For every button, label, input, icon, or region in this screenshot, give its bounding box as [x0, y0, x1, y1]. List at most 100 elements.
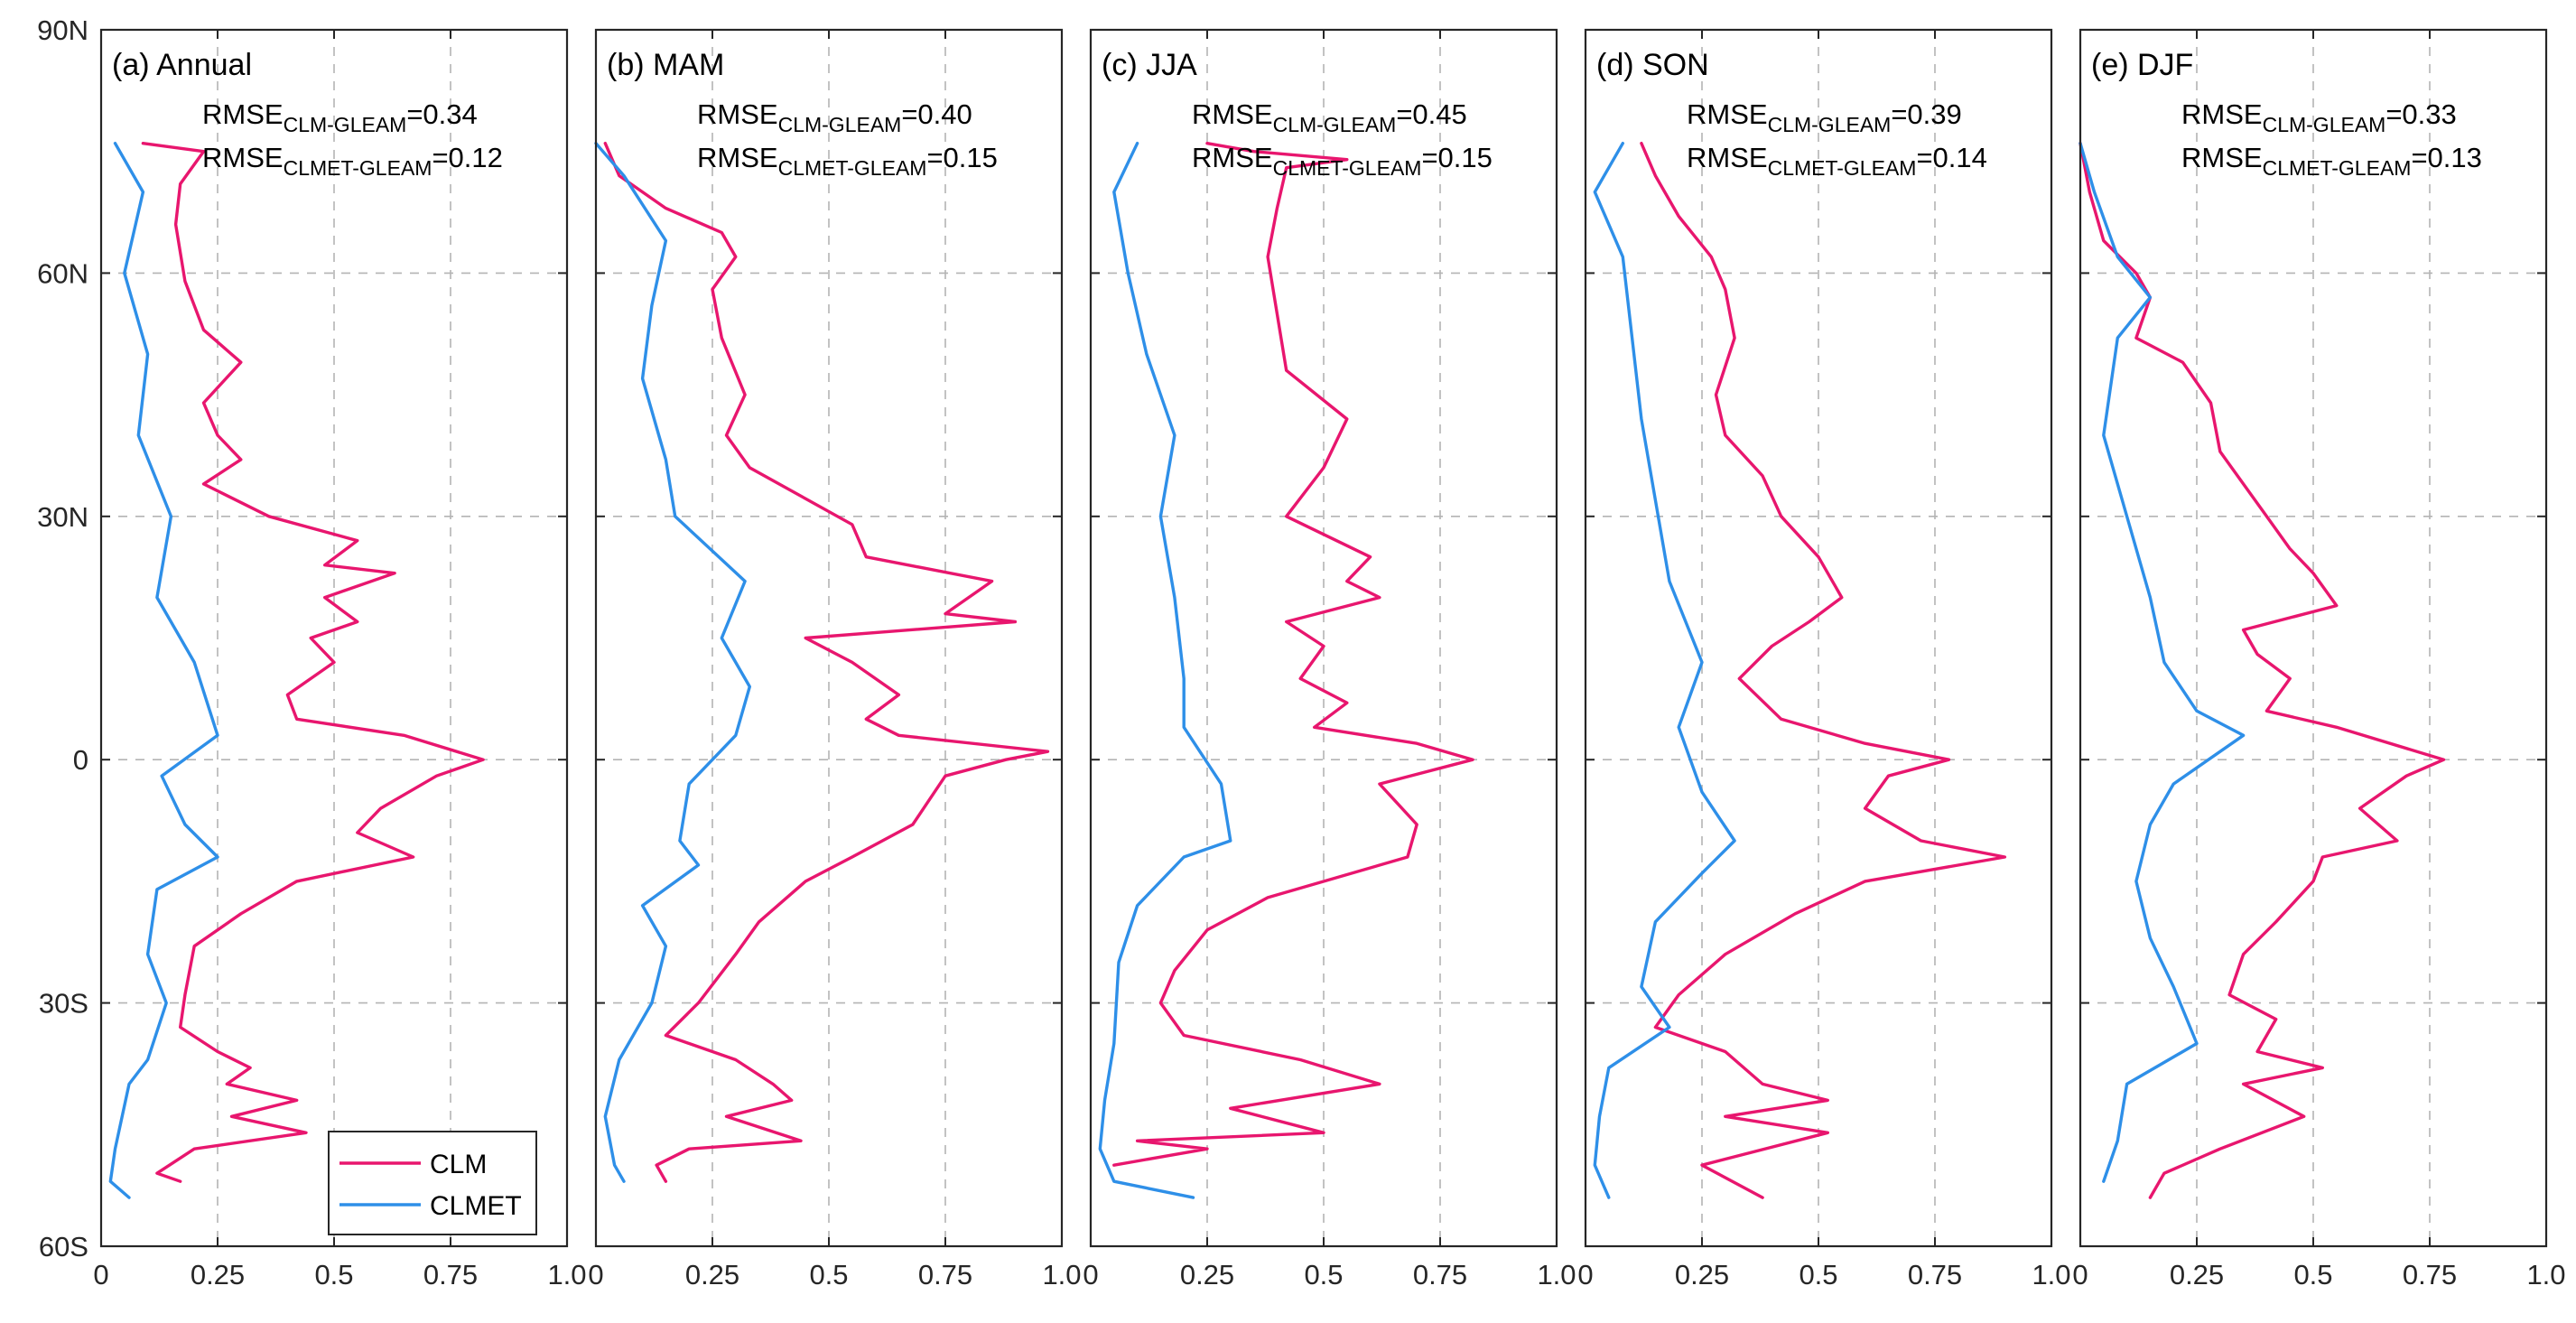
panel-label: (e) DJF [2091, 48, 2193, 82]
rmse-prefix: RMSE [2181, 98, 2263, 130]
rmse-subscript: CLMET-GLEAM [778, 156, 927, 180]
rmse-prefix: RMSE [697, 142, 778, 173]
legend-box [328, 1131, 537, 1235]
series-line-clm [1112, 142, 1474, 1167]
x-tick-label: 0.75 [1908, 1259, 1962, 1290]
rmse-annotation: RMSECLM-GLEAM=0.40 [697, 98, 972, 136]
rmse-prefix: RMSE [697, 98, 778, 130]
x-tick-label: 0 [1083, 1259, 1098, 1290]
rmse-prefix: RMSE [2181, 142, 2263, 173]
x-tick-label: 0.75 [423, 1259, 478, 1290]
panel-label: (c) JJA [1102, 48, 1197, 82]
x-tick-label: 1.0 [1042, 1259, 1081, 1290]
rmse-value: =0.34 [406, 98, 477, 130]
series-line-clmet [1593, 142, 1736, 1199]
axes-box [1089, 28, 1558, 1248]
x-tick-label: 0.25 [685, 1259, 739, 1290]
panel-label: (b) MAM [607, 48, 724, 82]
rmse-value: =0.13 [2411, 142, 2481, 173]
rmse-subscript: CLMET-GLEAM [1768, 156, 1917, 180]
rmse-value: =0.33 [2385, 98, 2456, 130]
x-tick-label: 1.0 [1537, 1259, 1576, 1290]
x-tick-label: 1.0 [2526, 1259, 2565, 1290]
y-tick-label: 60N [37, 257, 88, 289]
rmse-value: =0.45 [1396, 98, 1466, 130]
y-tick-label: 0 [73, 744, 88, 776]
rmse-prefix: RMSE [1687, 98, 1768, 130]
rmse-value: =0.14 [1916, 142, 1986, 173]
x-tick-label: 0 [93, 1259, 108, 1290]
rmse-value: =0.15 [926, 142, 997, 173]
y-tick-label: 60S [39, 1231, 88, 1262]
rmse-annotation: RMSECLMET-GLEAM=0.15 [697, 142, 998, 180]
x-tick-label: 0.75 [2403, 1259, 2457, 1290]
series-line-clm [1640, 142, 2007, 1199]
x-tick-label: 0.25 [1675, 1259, 1729, 1290]
rmse-value: =0.15 [1421, 142, 1492, 173]
rmse-prefix: RMSE [1687, 142, 1768, 173]
x-tick-label: 0.5 [1304, 1259, 1343, 1290]
rmse-annotation: RMSECLM-GLEAM=0.39 [1687, 98, 1962, 136]
series-line-clm [603, 142, 1050, 1183]
axes-box [99, 28, 569, 1248]
x-tick-label: 0.75 [1413, 1259, 1467, 1290]
panel-2: 0 0.25 0.5 0.75 1.0 (b) MAM RMSECLM-GLEAM=0.40… [588, 28, 1082, 1290]
axes-box [594, 28, 1064, 1248]
x-tick-label: 0 [588, 1259, 603, 1290]
series-line-clm [2078, 142, 2446, 1199]
rmse-subscript: CLMET-GLEAM [1273, 156, 1422, 180]
rmse-prefix: RMSE [1192, 98, 1273, 130]
y-tick-label: 90N [37, 14, 88, 46]
rmse-annotation: RMSECLM-GLEAM=0.33 [2181, 98, 2457, 136]
series-line-clmet [2078, 142, 2246, 1183]
y-tick-label: 30N [37, 501, 88, 533]
legend-label: CLM [430, 1150, 487, 1179]
panel-1: 0 0.25 0.5 0.75 1.0(a) AnnualRMSECLM-GLEAM=0… [93, 28, 587, 1290]
rmse-value: =0.39 [1891, 98, 1961, 130]
x-tick-label: 0.25 [191, 1259, 245, 1290]
x-tick-label: 1.0 [547, 1259, 586, 1290]
panel-3: 0 0.25 0.5 0.75 1.0 (c) JJA RMSECLM-GLEAM=0.45… [1083, 28, 1576, 1290]
rmse-value: =0.40 [901, 98, 972, 130]
x-tick-label: 0.5 [1799, 1259, 1837, 1290]
rmse-subscript: CLM-GLEAM [1273, 113, 1397, 136]
rmse-subscript: CLMET-GLEAM [284, 156, 432, 180]
y-tick-label: 30S [39, 988, 88, 1020]
x-tick-label: 0.5 [314, 1259, 353, 1290]
rmse-subscript: CLMET-GLEAM [2263, 156, 2412, 180]
panel-5: 0 0.25 0.5 0.75 1.0 (e) DJF RMSECLM-GLEAM=0.33… [2072, 28, 2566, 1290]
rmse-prefix: RMSE [202, 98, 284, 130]
x-tick-label: 1.0 [2032, 1259, 2070, 1290]
series-line-clmet [108, 142, 219, 1199]
x-tick-label: 0.25 [1180, 1259, 1234, 1290]
rmse-annotation: RMSECLMET-GLEAM=0.13 [2181, 142, 2482, 180]
legend-label: CLMET [430, 1191, 522, 1221]
rmse-prefix: RMSE [202, 142, 284, 173]
x-tick-label: 0.5 [2293, 1259, 2332, 1290]
rmse-annotation: RMSECLMET-GLEAM=0.12 [202, 142, 503, 180]
panel-label: (d) SON [1596, 48, 1709, 82]
rmse-value: =0.12 [432, 142, 502, 173]
panel-label: (a) Annual [112, 48, 252, 82]
series-line-clm [141, 142, 485, 1183]
x-tick-label: 0.25 [2170, 1259, 2224, 1290]
series-line-clmet [1098, 142, 1232, 1199]
series-line-clmet [594, 142, 751, 1183]
x-tick-label: 0 [1577, 1259, 1593, 1290]
axes-box [1584, 28, 2053, 1248]
rmse-subscript: CLM-GLEAM [1768, 113, 1892, 136]
x-tick-label: 0.5 [809, 1259, 848, 1290]
x-tick-label: 0 [2072, 1259, 2088, 1290]
panel-4: 0 0.25 0.5 0.75 1.0 (d) SON RMSECLM-GLEAM=0.39… [1577, 28, 2071, 1290]
rmse-annotation: RMSECLMET-GLEAM=0.15 [1192, 142, 1493, 180]
rmse-prefix: RMSE [1192, 142, 1273, 173]
rmse-subscript: CLM-GLEAM [284, 113, 407, 136]
rmse-annotation: RMSECLM-GLEAM=0.45 [1192, 98, 1467, 136]
rmse-subscript: CLM-GLEAM [2263, 113, 2386, 136]
rmse-annotation: RMSECLMET-GLEAM=0.14 [1687, 142, 1987, 180]
legend: CLM CLMET [328, 1131, 537, 1235]
x-tick-label: 0.75 [918, 1259, 972, 1290]
rmse-annotation: RMSECLM-GLEAM=0.34 [202, 98, 478, 136]
axes-box [2078, 28, 2548, 1248]
